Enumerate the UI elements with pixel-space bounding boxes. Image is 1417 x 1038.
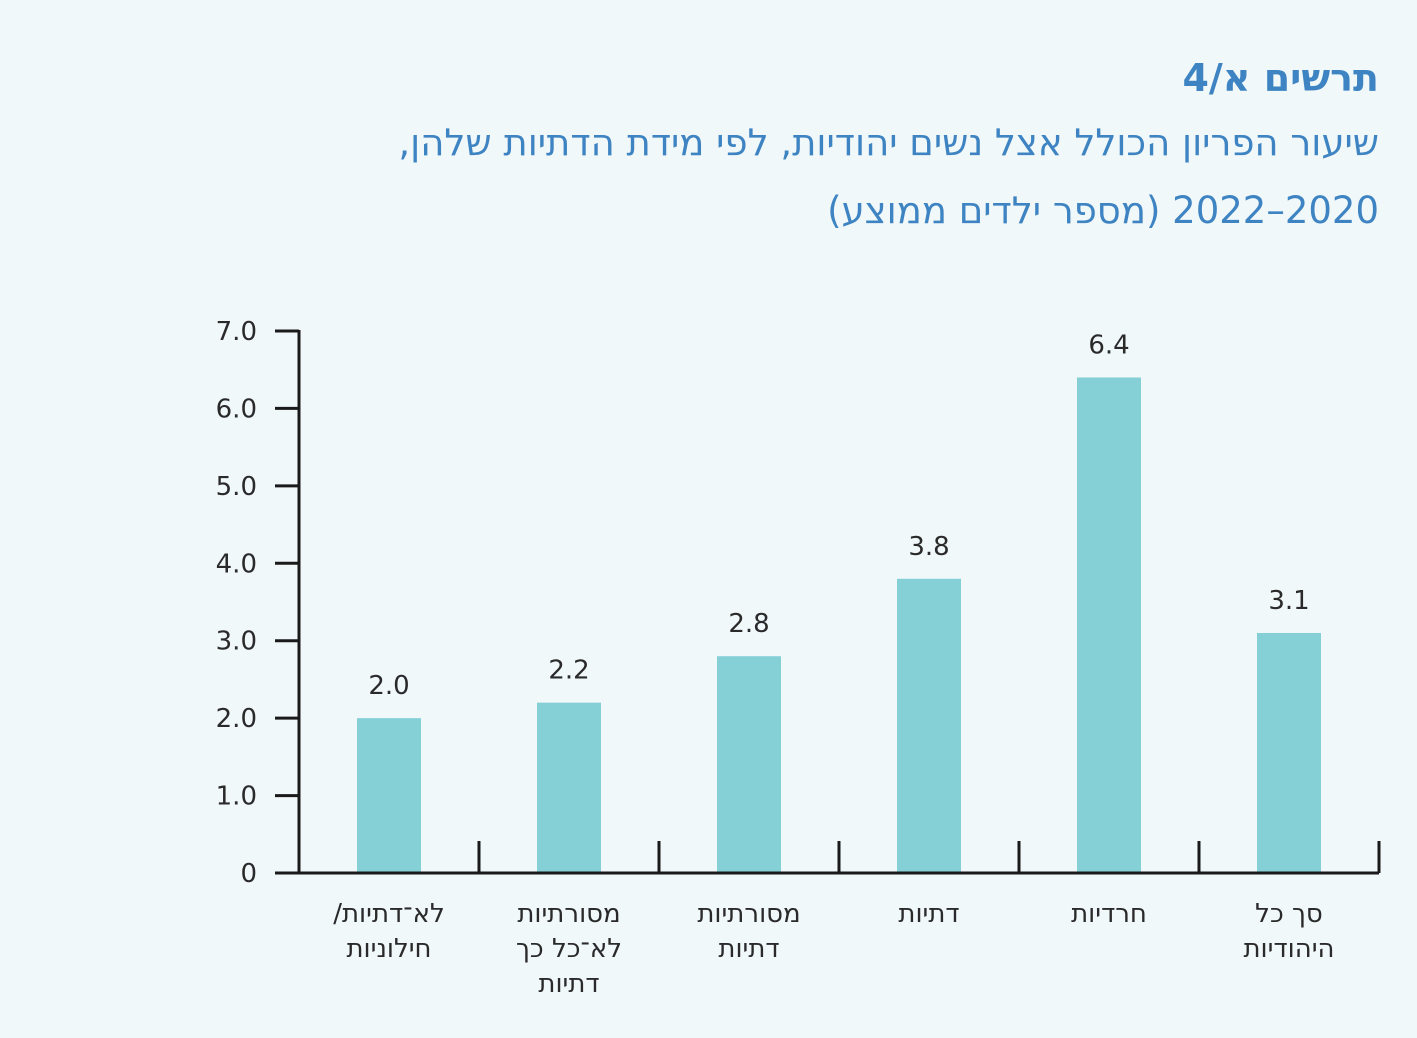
x-tick-label-line: היהודיות <box>1243 934 1334 964</box>
x-tick-label-line: סך כל <box>1255 899 1323 929</box>
x-tick-label: דתיות <box>898 899 959 929</box>
x-tick-label-line: דתיות <box>718 934 779 964</box>
data-label: 2.0 <box>368 671 409 701</box>
data-label: 6.4 <box>1088 330 1129 360</box>
x-tick-label-line: לא־דתיות/ <box>333 899 445 929</box>
x-tick-label-line: מסורתיות <box>517 899 620 929</box>
figure-title-line-2: 2020–2022 (מספר ילדים ממוצע) <box>827 189 1379 232</box>
data-label: 3.1 <box>1268 586 1309 616</box>
x-tick-label-line: חרדיות <box>1071 899 1147 929</box>
x-tick-label-line: דתיות <box>538 969 599 999</box>
x-tick-label: מסורתיות לא־כל כך דתיות <box>516 899 622 999</box>
data-label: 2.2 <box>548 656 589 686</box>
y-tick-label: 0 <box>240 859 257 889</box>
y-tick-label: 4.0 <box>216 549 257 579</box>
y-tick-label: 5.0 <box>216 472 257 502</box>
figure-title-line-1: שיעור הפריון הכולל אצל נשים יהודיות, לפי… <box>398 121 1379 164</box>
bar <box>1257 632 1321 872</box>
bar <box>537 702 601 872</box>
y-tick-label: 7.0 <box>216 317 257 347</box>
data-label: 3.8 <box>908 532 949 562</box>
data-label: 2.8 <box>728 609 769 639</box>
x-tick-label: מסורתיות דתיות <box>697 899 800 964</box>
x-tick-label: חרדיות <box>1071 899 1147 929</box>
bar <box>717 656 781 872</box>
x-tick-label: סך כל היהודיות <box>1243 899 1334 964</box>
y-tick-label: 1.0 <box>216 782 257 812</box>
x-tick-label: לא־דתיות/חילוניות <box>333 899 445 964</box>
y-tick-label: 3.0 <box>216 627 257 657</box>
x-tick-label-line: דתיות <box>898 899 959 929</box>
y-tick-label: 2.0 <box>216 704 257 734</box>
chart-header: תרשים א/4 שיעור הפריון הכולל אצל נשים יה… <box>79 52 1379 240</box>
bar <box>1077 377 1141 872</box>
x-tick-label-line: חילוניות <box>346 934 431 964</box>
x-tick-label-line: לא־כל כך <box>516 934 622 964</box>
figure-label: תרשים א/4 <box>1182 56 1379 100</box>
x-tick-label-line: מסורתיות <box>697 899 800 929</box>
bar <box>897 578 961 872</box>
bar <box>357 718 421 872</box>
y-tick-label: 6.0 <box>216 394 257 424</box>
